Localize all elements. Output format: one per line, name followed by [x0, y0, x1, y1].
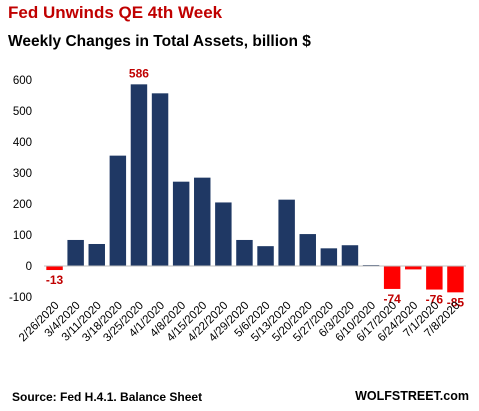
bar-3-18-2020: [109, 155, 127, 266]
y-tick-label: 400: [13, 137, 32, 149]
bars: [46, 84, 464, 293]
data-label: 586: [129, 66, 149, 80]
y-axis: 600 500 400 300 200 100 0 -100: [9, 75, 32, 304]
bar-6-17-2020: [383, 266, 401, 289]
bar-2-26-2020: [46, 266, 63, 271]
bar-4-1-2020: [151, 93, 169, 266]
y-tick-label: 300: [13, 168, 32, 180]
bar-5-13-2020: [278, 199, 295, 266]
bar-3-11-2020: [88, 243, 105, 266]
bar-5-20-2020: [299, 234, 316, 266]
source-note: Source: Fed H.4.1. Balance Sheet: [12, 390, 203, 404]
data-label: -76: [426, 293, 444, 307]
bar-5-27-2020: [320, 248, 338, 266]
bar-4-8-2020: [172, 181, 190, 266]
y-tick-label: 0: [26, 261, 32, 273]
chart-title: Fed Unwinds QE 4th Week: [8, 3, 223, 22]
bar-6-3-2020: [341, 245, 359, 266]
bar-5-6-2020: [257, 246, 274, 266]
y-tick-label: -100: [9, 292, 32, 304]
bar-4-22-2020: [215, 202, 232, 266]
brand-label: WOLFSTREET.com: [355, 389, 469, 403]
bar-4-15-2020: [194, 177, 211, 266]
y-tick-label: 600: [13, 75, 32, 87]
data-label: -74: [383, 292, 401, 306]
y-tick-label: 500: [13, 106, 32, 118]
chart-subtitle: Weekly Changes in Total Assets, billion …: [8, 33, 311, 50]
data-label: -13: [46, 273, 64, 287]
data-label: -85: [447, 295, 465, 309]
x-axis: 2/26/20203/4/20203/11/20203/18/20203/25/…: [17, 300, 463, 345]
y-tick-label: 100: [13, 230, 32, 242]
data-labels: -13 586 -74 -76 -85: [46, 66, 465, 309]
bar-3-25-2020: [130, 84, 148, 266]
bar-4-29-2020: [236, 239, 253, 266]
y-tick-label: 200: [13, 199, 32, 211]
bar-6-24-2020: [405, 266, 422, 270]
bar-3-4-2020: [67, 239, 84, 266]
bar-7-8-2020: [447, 266, 464, 293]
bar-7-1-2020: [426, 266, 443, 290]
